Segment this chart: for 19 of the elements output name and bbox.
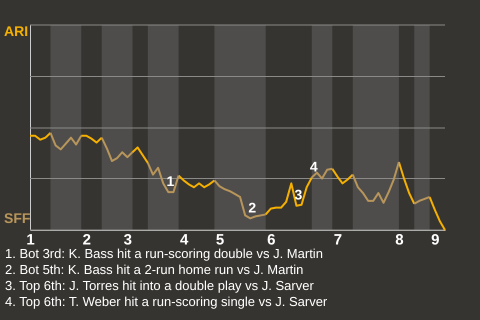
x-tick-label: 4 (180, 232, 190, 248)
x-tick-label: 9 (431, 232, 440, 248)
x-tick-label: 8 (395, 232, 404, 248)
x-tick-label: 6 (267, 232, 276, 248)
annotation: SFF (4, 210, 31, 226)
text: ARI (4, 23, 28, 39)
annotation: 4 (310, 158, 318, 175)
text: 1. Bot 3rd: K. Bass hit a run-scoring double vs J. Martin (5, 246, 323, 261)
x-tick-label: 1 (26, 232, 35, 248)
x-tick-label: 5 (216, 232, 224, 248)
text: 4. Top 6th: T. Weber hit a run-scoring single vs J. Sarver (5, 294, 328, 309)
annotation: 3 (294, 186, 303, 203)
annotation: 1 (166, 173, 174, 190)
x-tick-label: 3 (124, 232, 132, 248)
text: 2. Bot 5th: K. Bass hit a 2-run home run vs J. Martin (5, 262, 304, 277)
text: 3. Top 6th: J. Torres hit into a double play vs J. Sarver (5, 278, 314, 293)
annotation: 2 (248, 199, 256, 216)
x-tick-label: 7 (334, 232, 342, 248)
x-tick-label: 2 (82, 232, 92, 248)
